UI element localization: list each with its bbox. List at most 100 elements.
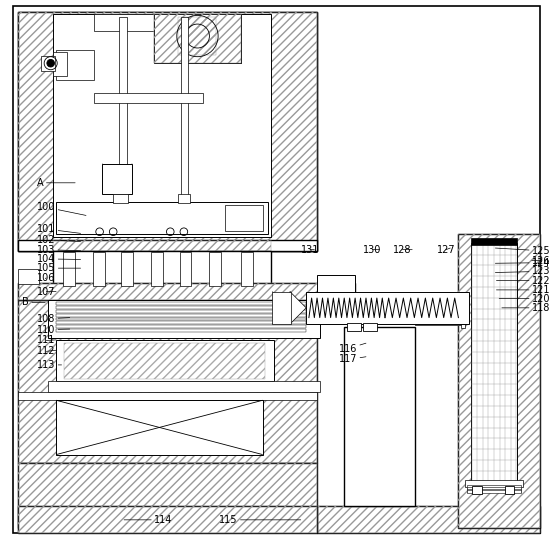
Bar (18, 11, 317, 251)
Bar (179, 193, 190, 203)
Bar (154, 14, 241, 63)
Bar (466, 489, 521, 492)
Bar (18, 463, 317, 528)
Text: 110: 110 (37, 325, 70, 335)
Bar (56, 50, 94, 80)
Bar (458, 234, 540, 528)
Bar (415, 313, 461, 325)
Bar (466, 485, 521, 489)
Text: 107: 107 (37, 287, 56, 296)
Bar (317, 275, 355, 300)
Text: 115: 115 (219, 515, 301, 525)
Bar (56, 302, 306, 305)
Text: 118: 118 (502, 303, 550, 313)
Bar (56, 322, 306, 324)
Text: 125: 125 (496, 246, 550, 256)
Text: 108: 108 (37, 314, 70, 324)
Text: 121: 121 (497, 285, 550, 295)
Bar (56, 329, 306, 332)
Text: 104: 104 (37, 254, 80, 264)
Bar (18, 506, 317, 534)
Bar (54, 240, 271, 251)
Text: 122: 122 (497, 276, 550, 286)
Bar (54, 14, 271, 237)
Text: 126: 126 (532, 256, 550, 265)
Bar (209, 252, 221, 286)
Bar (317, 506, 540, 534)
Bar (18, 269, 39, 284)
Bar (272, 292, 291, 324)
Bar (94, 93, 203, 103)
Circle shape (47, 59, 55, 67)
Text: 131: 131 (301, 245, 319, 255)
Bar (466, 490, 521, 493)
Bar (63, 252, 75, 286)
Bar (54, 251, 271, 289)
Bar (363, 323, 377, 331)
Bar (94, 14, 225, 31)
Bar (306, 292, 469, 324)
Text: 113: 113 (37, 360, 61, 370)
Bar (154, 14, 241, 63)
Bar (18, 300, 317, 463)
Bar (56, 306, 306, 309)
Bar (151, 252, 163, 286)
Text: 111: 111 (37, 336, 56, 346)
Bar (344, 327, 415, 506)
Bar (18, 392, 317, 400)
Bar (121, 252, 133, 286)
Bar (56, 325, 306, 328)
Bar (225, 204, 263, 231)
Bar (56, 314, 306, 317)
Bar (18, 463, 317, 528)
Bar (48, 300, 320, 338)
Bar (41, 56, 55, 71)
Bar (93, 252, 104, 286)
Bar (154, 14, 241, 63)
Bar (54, 52, 67, 76)
Text: 105: 105 (37, 263, 80, 273)
Bar (461, 310, 465, 328)
Bar (504, 486, 514, 494)
Bar (471, 243, 517, 482)
Bar (317, 506, 540, 534)
Bar (472, 486, 482, 494)
Bar (18, 300, 317, 463)
Polygon shape (290, 292, 306, 324)
Bar (56, 202, 268, 234)
Bar (64, 343, 266, 379)
Bar (458, 234, 540, 528)
Bar (471, 238, 517, 245)
Text: 103: 103 (37, 245, 80, 255)
Text: A: A (37, 178, 75, 188)
Bar (18, 283, 355, 300)
Bar (56, 400, 263, 455)
Text: 100: 100 (37, 202, 86, 215)
Bar (347, 323, 360, 331)
Text: 130: 130 (363, 245, 382, 255)
Bar (18, 11, 317, 251)
Text: 106: 106 (37, 273, 55, 283)
Text: 117: 117 (339, 354, 366, 365)
Bar (466, 487, 521, 490)
Bar (119, 17, 127, 213)
Bar (465, 480, 522, 487)
Bar (48, 381, 320, 392)
Bar (180, 252, 191, 286)
Text: 114: 114 (124, 515, 172, 525)
Bar (241, 252, 253, 286)
Bar (113, 193, 128, 203)
Text: 112: 112 (37, 346, 56, 356)
Text: 102: 102 (37, 235, 80, 245)
Text: B: B (22, 298, 45, 307)
Bar (56, 341, 273, 381)
Bar (56, 318, 306, 320)
Text: 128: 128 (393, 245, 412, 255)
Bar (179, 17, 217, 55)
Text: 116: 116 (339, 343, 366, 354)
Bar (18, 240, 317, 251)
Bar (56, 310, 306, 313)
Bar (181, 17, 187, 213)
Text: 123: 123 (496, 267, 550, 276)
Bar (18, 506, 317, 534)
